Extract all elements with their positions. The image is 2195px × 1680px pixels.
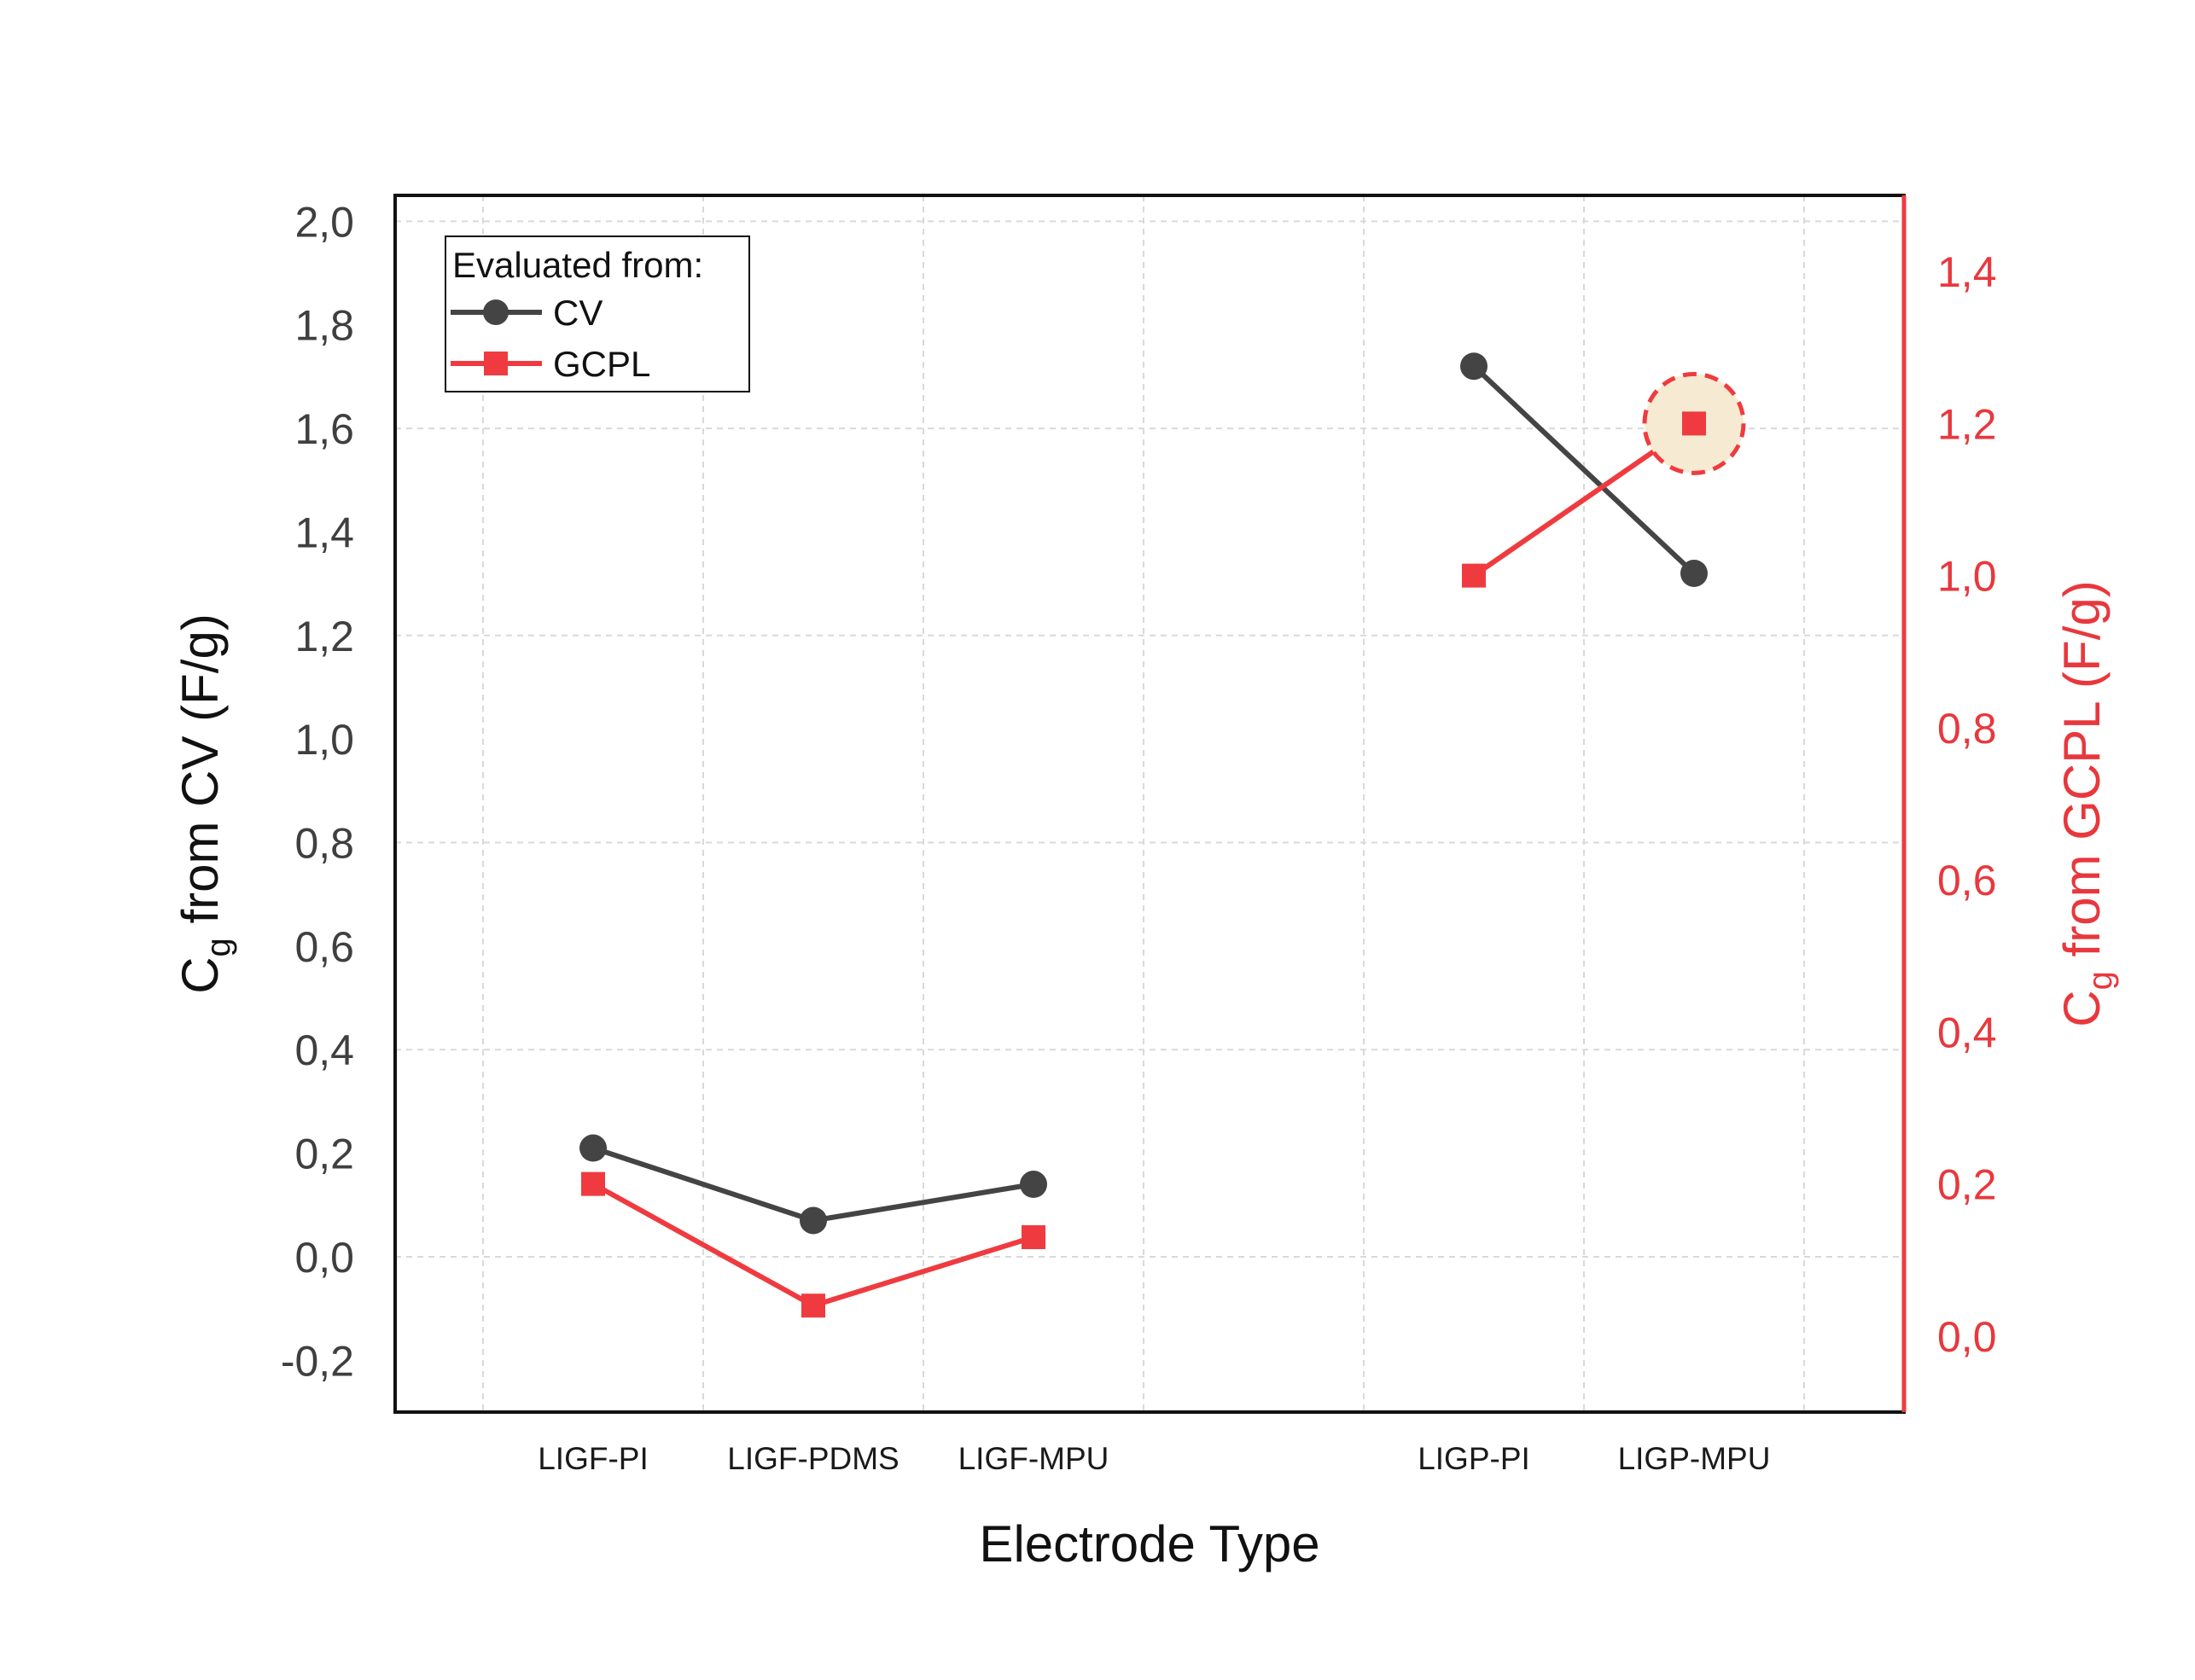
- right-axis-title-sub: g: [2081, 971, 2119, 990]
- right-tick-label: 1,2: [1937, 400, 1997, 448]
- left-tick-label: 2,0: [294, 198, 354, 246]
- left-axis-title-sub: g: [200, 938, 237, 956]
- gcpl-point-ligf-mpu: [1022, 1225, 1045, 1250]
- right-tick-label: 0,4: [1937, 1009, 1997, 1056]
- x-tick-label: LIGP-PI: [1418, 1441, 1530, 1476]
- x-tick-label: LIGF-PDMS: [727, 1441, 899, 1476]
- left-axis-title-main: C: [172, 956, 229, 993]
- right-tick-label: 0,0: [1937, 1313, 1997, 1361]
- left-axis-ticks: -0,2 0,0 0,2 0,4 0,6 0,8 1,0 1,2 1,4 1,6 1,8 2,0: [281, 198, 354, 1385]
- series-markers: [579, 352, 1708, 1318]
- right-tick-label: 0,6: [1937, 857, 1997, 904]
- left-tick-label: 0,6: [294, 923, 354, 971]
- legend-gcpl-marker: [484, 352, 508, 375]
- gcpl-point-ligf-pdms: [801, 1293, 825, 1318]
- cv-series-line: [1471, 364, 1697, 576]
- legend-gcpl-label: GCPL: [553, 344, 650, 384]
- left-tick-label: 1,0: [294, 716, 354, 764]
- right-axis-ticks: 0,0 0,2 0,4 0,6 0,8 1,0 1,2 1,4: [1937, 248, 1997, 1361]
- x-axis-ticks: LIGF-PI LIGF-PDMS LIGF-MPU LIGP-PI LIGP-MPU: [538, 1441, 1770, 1476]
- legend-cv-label: CV: [553, 293, 603, 333]
- left-axis-title: Cg from CV (F/g): [172, 613, 237, 994]
- left-tick-label: 0,0: [294, 1234, 354, 1282]
- cv-point-ligf-mpu: [1020, 1171, 1047, 1199]
- right-axis-title: Cg from GCPL (F/g): [2053, 580, 2119, 1026]
- gcpl-point-ligf-pi: [581, 1171, 605, 1196]
- right-axis-title-rest: from GCPL (F/g): [2053, 580, 2111, 971]
- x-axis-title: Electrode Type: [979, 1515, 1319, 1572]
- cv-point-ligp-mpu: [1680, 559, 1708, 587]
- left-tick-label: 1,6: [294, 405, 354, 453]
- right-tick-label: 1,0: [1937, 553, 1997, 601]
- left-tick-label: 1,2: [294, 613, 354, 660]
- legend: Evaluated from: CV GCPL: [445, 235, 750, 392]
- right-axis-title-main: C: [2053, 990, 2111, 1026]
- left-tick-label: 0,4: [294, 1026, 354, 1074]
- left-tick-label: 1,4: [294, 509, 354, 556]
- cv-point-ligf-pi: [579, 1134, 607, 1162]
- x-tick-label: LIGP-MPU: [1618, 1441, 1771, 1476]
- cv-point-ligp-pi: [1460, 352, 1488, 381]
- legend-cv-marker: [483, 299, 509, 325]
- gcpl-point-ligp-pi: [1462, 563, 1486, 588]
- x-tick-label: LIGF-MPU: [958, 1441, 1109, 1476]
- right-tick-label: 0,2: [1937, 1161, 1997, 1209]
- left-tick-label: -0,2: [281, 1337, 354, 1385]
- legend-title: Evaluated from:: [452, 245, 703, 285]
- gcpl-point-ligp-mpu: [1682, 411, 1706, 436]
- x-tick-label: LIGF-PI: [538, 1441, 649, 1476]
- vertical-gridlines: [482, 195, 1805, 1412]
- left-tick-label: 1,8: [294, 302, 354, 350]
- left-tick-label: 0,2: [294, 1131, 354, 1178]
- right-tick-label: 1,4: [1937, 248, 1997, 296]
- cv-point-ligf-pdms: [800, 1206, 827, 1235]
- left-axis-title-rest: from CV (F/g): [172, 613, 229, 938]
- right-tick-label: 0,8: [1937, 705, 1997, 753]
- left-tick-label: 0,8: [294, 820, 354, 868]
